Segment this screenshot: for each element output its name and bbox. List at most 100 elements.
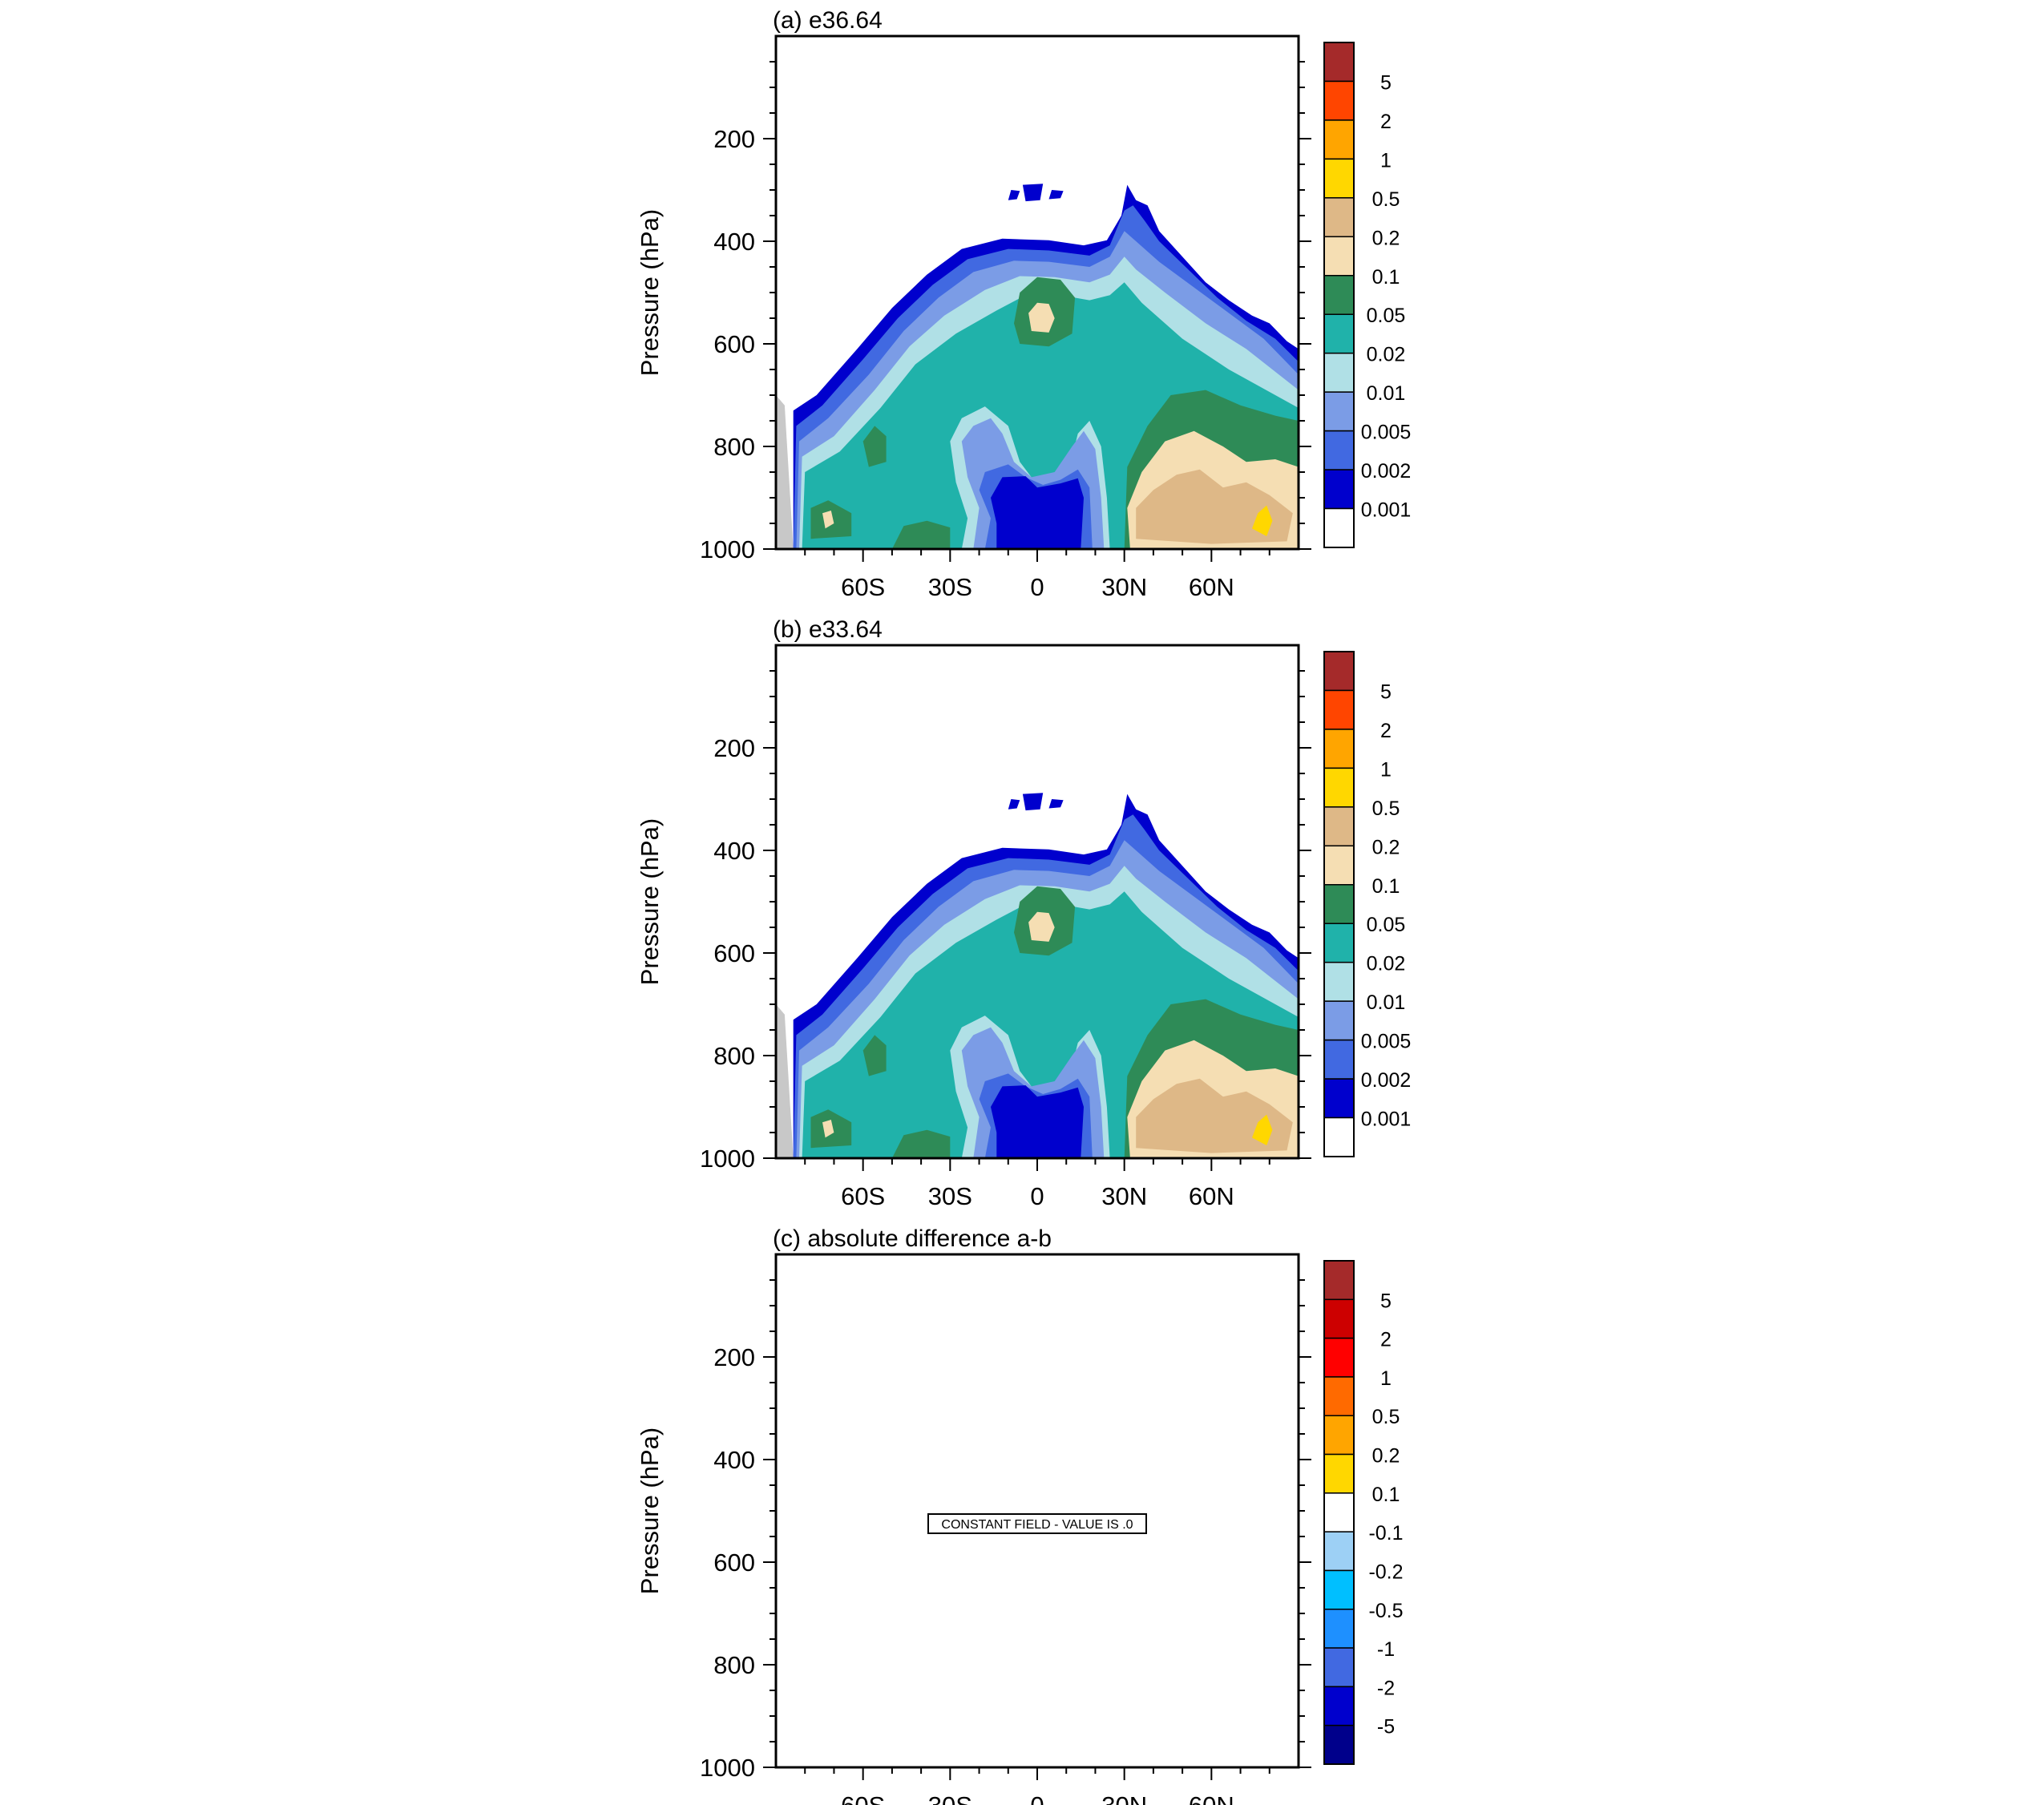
x-tick-label: 30N — [1101, 1182, 1147, 1210]
colorbar-label: 0.5 — [1372, 798, 1400, 820]
colorbar-label: 0.2 — [1372, 1445, 1400, 1468]
colorbar-box — [1323, 313, 1355, 354]
y-tick-label: 400 — [713, 837, 755, 865]
colorbar-box — [1323, 1609, 1355, 1649]
y-tick-label: 200 — [713, 734, 755, 762]
colorbar-label: 2 — [1380, 1329, 1392, 1351]
colorbar-label: -1 — [1377, 1638, 1395, 1661]
colorbar-label: -0.5 — [1368, 1600, 1403, 1622]
x-tick-label: 60S — [841, 573, 885, 601]
plot-area — [776, 36, 1299, 549]
colorbar-label: -0.1 — [1368, 1522, 1403, 1545]
y-tick-label: 200 — [713, 1343, 755, 1371]
contour-region-0.001 — [1022, 184, 1044, 202]
colorbar-label: 5 — [1380, 680, 1392, 703]
colorbar-box — [1323, 1337, 1355, 1378]
colorbar-label: -2 — [1377, 1677, 1395, 1699]
colorbar-label: 0.2 — [1372, 836, 1400, 858]
colorbar-box — [1323, 651, 1355, 692]
colorbar-label: 0.5 — [1372, 188, 1400, 211]
plot-background — [776, 1254, 1299, 1767]
constant-field-note: CONSTANT FIELD - VALUE IS .0 — [941, 1518, 1133, 1532]
x-tick-label: 0 — [1030, 1182, 1044, 1210]
y-tick-label: 400 — [713, 228, 755, 256]
colorbar-label: 0.05 — [1367, 914, 1406, 936]
colorbar-label: -5 — [1377, 1716, 1395, 1738]
panel-title: (a) e36.64 — [773, 7, 883, 34]
contour-region-0.001 — [991, 476, 1084, 549]
y-axis-label: Pressure (hPa) — [636, 209, 664, 376]
colorbar-label: 0.002 — [1361, 1069, 1412, 1092]
y-axis-label: Pressure (hPa) — [636, 1427, 664, 1594]
colorbar-frame — [1323, 42, 1355, 548]
y-tick-label: 1000 — [700, 535, 755, 563]
x-tick-label: 30N — [1101, 573, 1147, 601]
colorbar-box — [1323, 1531, 1355, 1572]
colorbar-box — [1323, 1415, 1355, 1456]
colorbar: 5 2 1 0.5 0.2 0.1 0.05 0.02 0.01 0.005 0.002 0.001 — [1323, 651, 1412, 1157]
colorbar-label: 1 — [1380, 1367, 1392, 1390]
colorbar-box — [1323, 1260, 1355, 1301]
colorbar-box — [1323, 469, 1355, 510]
contour-region-0.05 — [862, 426, 887, 467]
colorbar-box — [1323, 119, 1355, 160]
contour-region-0.1 — [822, 511, 834, 529]
colorbar-label: 0.1 — [1372, 875, 1400, 898]
colorbar-label: 0.005 — [1361, 422, 1412, 444]
colorbar-label: 2 — [1380, 720, 1392, 742]
colorbar-label: 2 — [1380, 111, 1392, 133]
panel-3: (c) absolute difference a-b Pressure (hPa… — [636, 1226, 1404, 1805]
colorbar-box — [1323, 1000, 1355, 1041]
colorbar-box — [1323, 845, 1355, 886]
y-tick-label: 800 — [713, 1651, 755, 1679]
colorbar-label: 0.01 — [1367, 382, 1406, 405]
colorbar-label: 0.1 — [1372, 1484, 1400, 1506]
colorbar-box — [1323, 689, 1355, 730]
colorbar-box — [1323, 923, 1355, 963]
colorbar-label: 1 — [1380, 149, 1392, 172]
plot-area — [776, 1254, 1299, 1767]
y-tick-label: 800 — [713, 433, 755, 461]
colorbar-box — [1323, 729, 1355, 769]
x-tick-label: 30S — [928, 573, 972, 601]
colorbar-box — [1323, 1039, 1355, 1080]
y-axis-label: Pressure (hPa) — [636, 818, 664, 985]
colorbar-box — [1323, 80, 1355, 121]
contour-region-0.1 — [1028, 911, 1055, 942]
panel-title: (b) e33.64 — [773, 616, 883, 643]
colorbar-box — [1323, 197, 1355, 238]
colorbar-box — [1323, 884, 1355, 924]
y-tick-label: 1000 — [700, 1754, 755, 1782]
contour-region-0.05 — [891, 1129, 951, 1158]
panel-title: (c) absolute difference a-b — [773, 1226, 1052, 1252]
contour-region-0.001 — [1008, 190, 1020, 200]
contour-region-0.001 — [1008, 799, 1020, 810]
y-tick-label: 200 — [713, 125, 755, 153]
colorbar-box — [1323, 1078, 1355, 1119]
x-tick-label: 60N — [1189, 1182, 1234, 1210]
colorbar-box — [1323, 1647, 1355, 1688]
x-tick-label: 60S — [841, 1791, 885, 1805]
colorbar-box — [1323, 42, 1355, 83]
contour-region-0.001 — [1022, 793, 1044, 811]
colorbar-label: 5 — [1380, 1290, 1392, 1312]
colorbar-box — [1323, 1376, 1355, 1416]
colorbar-box — [1323, 806, 1355, 847]
y-tick-label: 600 — [713, 330, 755, 358]
colorbar-box — [1323, 507, 1355, 548]
colorbar-label: 0.1 — [1372, 266, 1400, 289]
x-tick-label: 0 — [1030, 1791, 1044, 1805]
colorbar-box — [1323, 1298, 1355, 1339]
contour-region-0.05 — [891, 520, 951, 549]
colorbar-frame — [1323, 1260, 1355, 1765]
colorbar-box — [1323, 961, 1355, 1002]
colorbar-box — [1323, 430, 1355, 470]
contour-region-0.1 — [1028, 302, 1055, 333]
panel-1: (a) e36.64 Pressure (hPa) 200 400 600 800 1000… — [636, 7, 1411, 601]
colorbar-box — [1323, 236, 1355, 277]
colorbar-label: 1 — [1380, 758, 1392, 781]
colorbar-box — [1323, 391, 1355, 432]
x-tick-label: 0 — [1030, 573, 1044, 601]
x-tick-label: 30S — [928, 1182, 972, 1210]
